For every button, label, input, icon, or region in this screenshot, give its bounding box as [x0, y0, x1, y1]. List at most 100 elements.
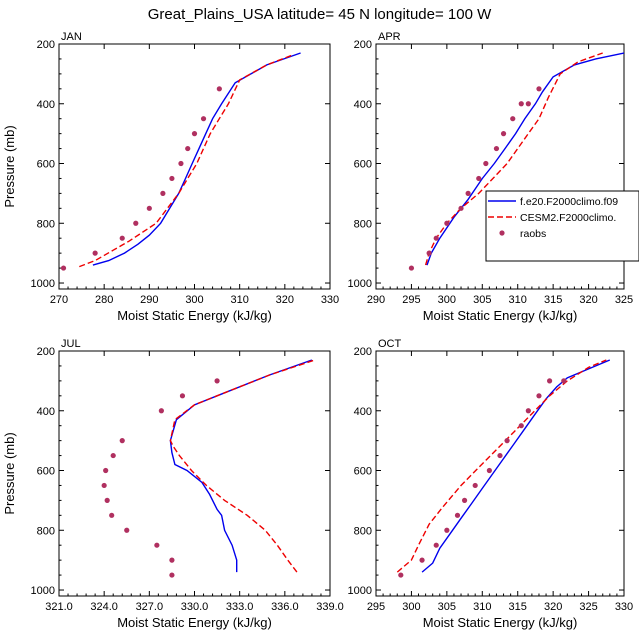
raobs-point [536, 86, 542, 92]
x-tick-label: 300 [402, 601, 420, 613]
series-layer [60, 52, 301, 271]
y-tick-label: 400 [354, 99, 372, 111]
raobs-point [169, 572, 175, 578]
x-tick-label: 333.0 [226, 601, 254, 613]
raobs-point [461, 497, 468, 503]
legend-label: f.e20.F2000climo.f09 [520, 196, 618, 208]
x-axis-label: Moist Static Energy (kJ/kg) [117, 615, 272, 630]
cesm2-line [79, 53, 295, 268]
raobs-point [133, 220, 139, 226]
f-e20-line [426, 52, 624, 266]
raobs-point [160, 190, 166, 196]
cesm2-line [169, 359, 316, 573]
y-tick-label: 400 [37, 99, 55, 111]
x-tick-label: 305 [438, 601, 456, 613]
panel-jul: JUL 321.0 324.0 327.0 330.0 333.0 336.0 339.0 20… [2, 338, 344, 630]
raobs-point [398, 572, 404, 578]
raobs-point [518, 423, 524, 429]
y-tick-label: 400 [37, 406, 55, 418]
raobs-point [454, 512, 461, 518]
raobs-point [483, 160, 489, 167]
raobs-point [185, 145, 191, 152]
raobs-point [408, 265, 415, 271]
x-tick-label: 310 [473, 601, 491, 613]
raobs-point [191, 131, 198, 137]
f-e20-line [169, 359, 313, 573]
raobs-point [124, 527, 130, 533]
y-tick-label: 400 [354, 406, 372, 418]
y-axis-label: Pressure (mb) [2, 125, 17, 207]
x-tick-label: 280 [95, 294, 113, 306]
raobs-point [433, 235, 439, 241]
legend-box [485, 190, 639, 262]
raobs-point [518, 101, 524, 107]
figure-title: Great_Plains_USA latitude= 45 N longitud… [148, 6, 492, 23]
x-tick-label: 336.0 [271, 601, 299, 613]
y-tick-label: 200 [354, 346, 372, 358]
raobs-point [178, 160, 184, 167]
x-tick-label: 310 [509, 294, 527, 306]
raobs-point [472, 482, 478, 489]
raobs-point [476, 175, 482, 182]
raobs-point [200, 116, 207, 122]
raobs-point [426, 250, 432, 256]
panel-apr: APR 290 295 300 305 310 315 320 325 200 400 600 800 1… [348, 31, 634, 323]
x-tick-label: 320 [579, 294, 597, 306]
x-tick-label: 324.0 [90, 601, 118, 613]
x-tick-label: 321.0 [45, 601, 73, 613]
series-layer [396, 359, 611, 578]
plot-frame [375, 43, 625, 290]
x-tick-label: 327.0 [136, 601, 164, 613]
raobs-point [458, 205, 464, 211]
legend-marker-raobs [499, 230, 505, 236]
y-tick-label: 1000 [348, 585, 372, 597]
x-tick-label: 295 [402, 294, 420, 306]
legend-label: raobs [520, 228, 546, 240]
y-tick-label: 200 [37, 346, 55, 358]
raobs-point [433, 542, 439, 548]
panel-label: APR [378, 31, 401, 43]
raobs-point [465, 190, 471, 196]
x-tick-label: 330 [321, 294, 339, 306]
plot-frame [58, 350, 331, 597]
x-tick-label: 320 [544, 601, 562, 613]
x-tick-label: 320 [276, 294, 294, 306]
raobs-point [504, 438, 510, 444]
cesm2-line [396, 359, 607, 573]
y-tick-label: 600 [37, 466, 55, 478]
raobs-point [103, 467, 109, 474]
x-axis-label: Moist Static Energy (kJ/kg) [423, 615, 578, 630]
raobs-point [101, 482, 107, 489]
y-tick-label: 600 [354, 466, 372, 478]
x-tick-label: 330.0 [181, 601, 209, 613]
x-axis-label: Moist Static Energy (kJ/kg) [423, 308, 578, 323]
y-tick-label: 800 [37, 525, 55, 537]
y-tick-label: 800 [37, 218, 55, 230]
raobs-point [497, 452, 503, 459]
series-layer [101, 359, 316, 578]
f-e20-line [92, 52, 301, 266]
panels-layer: JAN 270 280 290 300 310 320 330 200 400 600 800 1000… [2, 31, 633, 630]
x-axis-label: Moist Static Energy (kJ/kg) [117, 308, 272, 323]
y-tick-label: 200 [354, 39, 372, 51]
panel-label: JAN [61, 31, 82, 43]
x-tick-label: 330 [615, 601, 633, 613]
x-tick-label: 315 [544, 294, 562, 306]
x-tick-label: 315 [509, 601, 527, 613]
raobs-point [179, 393, 186, 399]
y-tick-label: 800 [354, 525, 372, 537]
y-tick-label: 1000 [31, 585, 55, 597]
series-layer [408, 52, 624, 271]
y-tick-label: 1000 [31, 278, 55, 290]
x-tick-label: 290 [140, 294, 158, 306]
raobs-point [109, 512, 115, 518]
raobs-point [60, 265, 67, 271]
raobs-point [486, 467, 492, 474]
raobs-point [216, 86, 222, 92]
raobs-point [536, 393, 542, 399]
y-tick-label: 200 [37, 39, 55, 51]
raobs-point [119, 438, 125, 444]
raobs-point [419, 557, 425, 563]
raobs-point [104, 497, 110, 503]
raobs-point [154, 542, 160, 548]
